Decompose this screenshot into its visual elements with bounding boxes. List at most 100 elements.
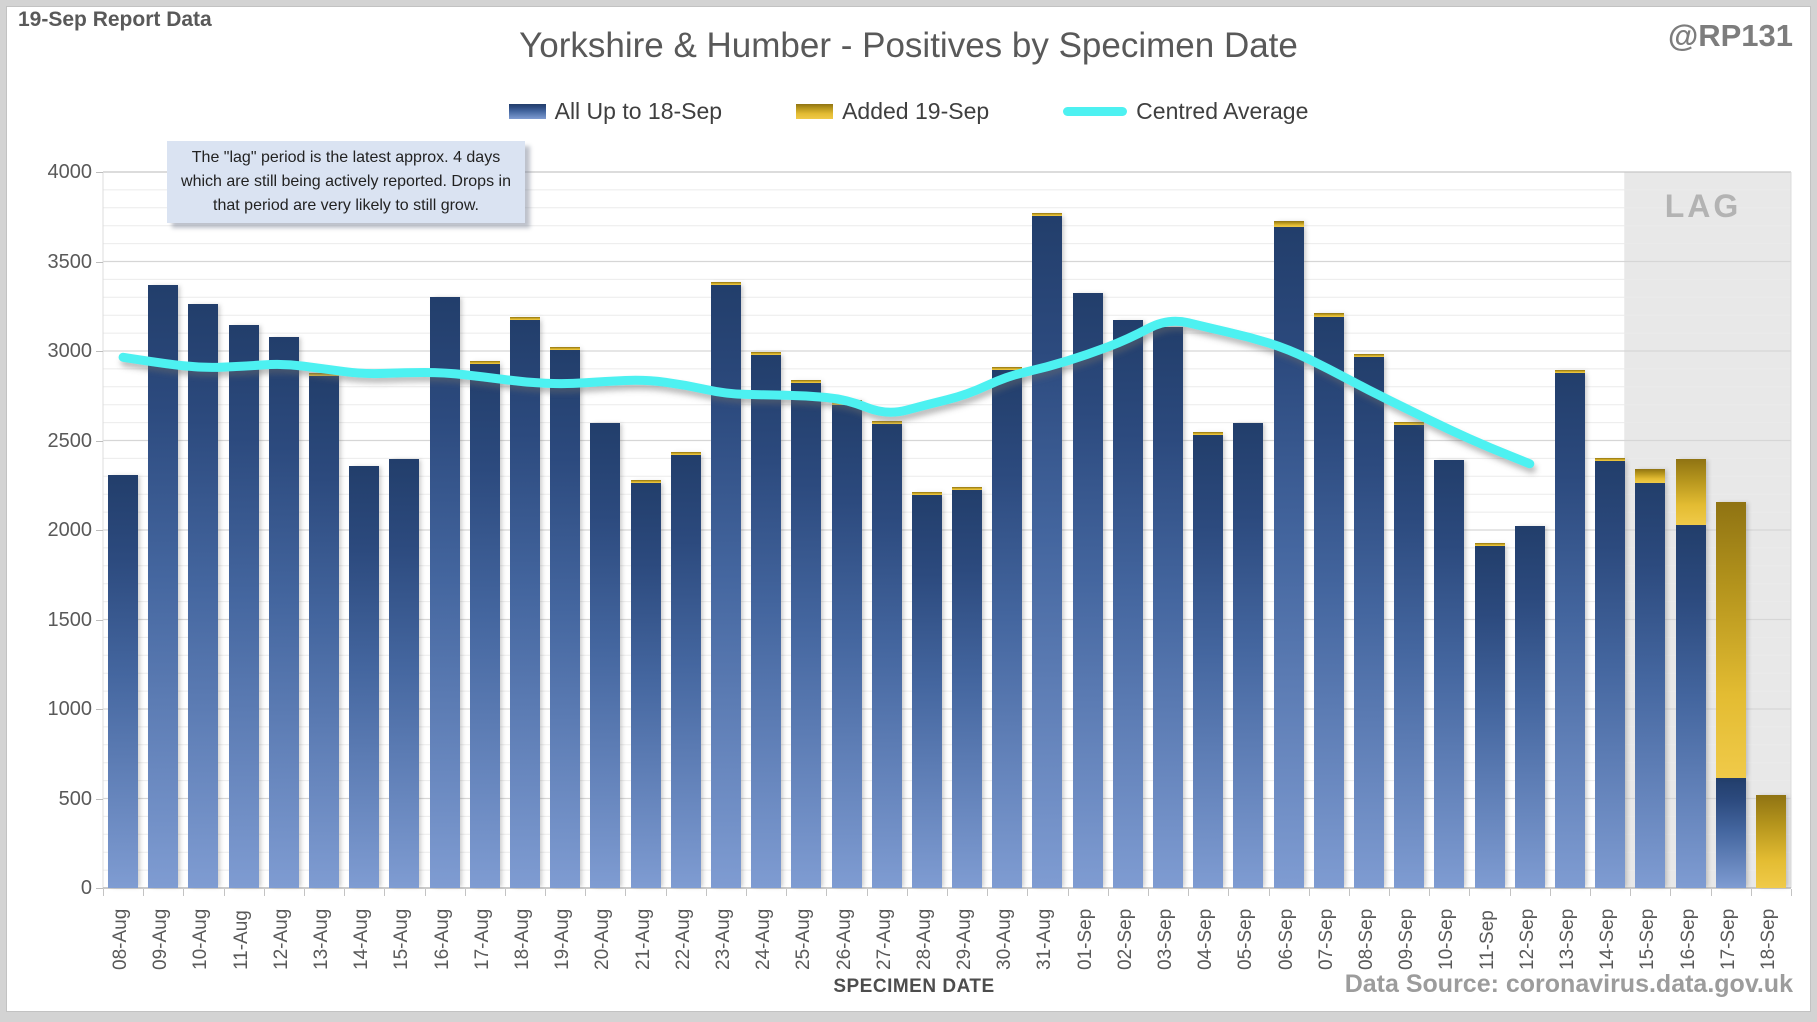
bar-blue-19-Aug [550,350,581,888]
bar-blue-26-Aug [831,404,862,888]
x-tick [384,889,386,896]
bar-gold-15-Sep [1635,469,1666,484]
x-tick [1429,889,1431,896]
x-tick [223,889,225,896]
bar-blue-13-Aug [309,376,340,888]
x-tick [1027,889,1029,896]
legend-label: Added 19-Sep [842,98,990,124]
x-label-01-Sep: 01-Sep [1074,908,1096,970]
bar-blue-13-Sep [1554,372,1585,888]
x-tick [665,889,667,896]
bar-blue-17-Sep [1715,777,1746,888]
x-label-20-Aug: 20-Aug [592,908,614,970]
x-label-09-Sep: 09-Sep [1396,908,1418,970]
bar-blue-23-Aug [710,284,741,888]
x-label-08-Aug: 08-Aug [110,908,132,970]
x-tick [987,889,989,896]
x-label-28-Aug: 28-Aug [913,908,935,970]
x-label-23-Aug: 23-Aug [712,908,734,970]
blue-bar-swatch-icon [508,104,546,119]
y-label-2000: 2000 [47,519,93,541]
bar-gold-13-Aug [309,373,340,377]
y-tick [96,798,103,800]
bar-blue-24-Aug [751,355,782,888]
y-tick [96,619,103,621]
x-label-21-Aug: 21-Aug [632,908,654,970]
bar-blue-25-Aug [791,382,822,888]
bar-gold-16-Sep [1675,459,1706,525]
bar-blue-07-Sep [1313,317,1344,888]
x-tick [1348,889,1350,896]
y-label-1500: 1500 [47,608,93,631]
bar-gold-28-Aug [911,492,942,496]
x-tick [183,889,185,896]
bar-gold-18-Aug [510,316,540,320]
bar-blue-09-Aug [148,284,179,888]
x-label-31-Aug: 31-Aug [1034,908,1056,970]
report-date-label: 19-Sep Report Data [18,8,212,31]
x-label-05-Sep: 05-Sep [1235,908,1257,970]
x-label-18-Aug: 18-Aug [512,908,533,970]
y-label-2500: 2500 [47,429,93,452]
y-label-3500: 3500 [47,250,93,273]
x-tick [1188,889,1190,896]
x-tick [786,889,788,896]
bar-gold-24-Aug [751,352,782,356]
x-label-15-Aug: 15-Aug [391,908,413,970]
bar-gold-23-Aug [710,281,741,285]
bar-gold-30-Aug [992,366,1023,370]
x-tick [1228,889,1230,896]
cyan-line-swatch-icon [1063,107,1128,116]
x-label-12-Sep: 12-Sep [1516,908,1538,970]
bar-blue-21-Aug [630,483,661,888]
x-tick [1710,889,1712,896]
bar-gold-17-Sep [1715,502,1746,778]
x-tick [906,889,908,896]
bar-gold-18-Sep [1755,794,1786,888]
bar-gold-22-Aug [670,451,701,455]
plot-area [102,148,1792,889]
x-label-18-Sep: 18-Sep [1757,908,1779,970]
y-label-500: 500 [58,787,92,810]
centred-average-line [118,316,1535,469]
x-tick [424,889,426,896]
bar-blue-02-Sep [1112,319,1143,888]
x-tick [1509,889,1511,896]
bar-gold-09-Sep [1394,421,1425,425]
legend-item-all-up-to: All Up to 18-Sep [508,98,722,125]
x-label-17-Aug: 17-Aug [471,908,493,970]
x-label-19-Aug: 19-Aug [552,908,574,970]
y-tick [96,351,103,352]
bar-blue-31-Aug [1032,215,1063,888]
y-tick [96,440,103,442]
x-tick [1791,889,1792,896]
bar-blue-30-Aug [992,369,1023,888]
x-label-14-Sep: 14-Sep [1597,908,1619,970]
bar-gold-04-Sep [1193,432,1224,436]
x-tick [1549,889,1551,896]
x-label-10-Sep: 10-Sep [1436,908,1458,970]
bar-blue-20-Aug [590,422,621,888]
bar-blue-12-Aug [268,336,299,888]
x-tick [143,889,145,896]
bar-blue-08-Aug [108,474,139,888]
bar-blue-15-Sep [1635,483,1666,888]
bar-blue-08-Sep [1354,357,1384,888]
x-tick [1268,889,1270,896]
bar-gold-25-Aug [791,379,822,383]
x-label-06-Sep: 06-Sep [1275,908,1297,970]
x-tick [504,889,506,896]
bar-blue-12-Sep [1514,526,1545,888]
x-tick [1590,889,1592,896]
bar-blue-04-Sep [1193,435,1224,888]
legend-item-centred-average: Centred Average [1063,98,1308,125]
x-tick [103,889,104,896]
x-tick [1389,889,1391,896]
x-tick [746,889,748,896]
x-label-24-Aug: 24-Aug [753,908,775,970]
bar-blue-18-Aug [510,319,540,888]
gold-bar-swatch-icon [796,104,834,119]
bar-gold-11-Sep [1474,542,1505,546]
x-tick [947,889,948,896]
